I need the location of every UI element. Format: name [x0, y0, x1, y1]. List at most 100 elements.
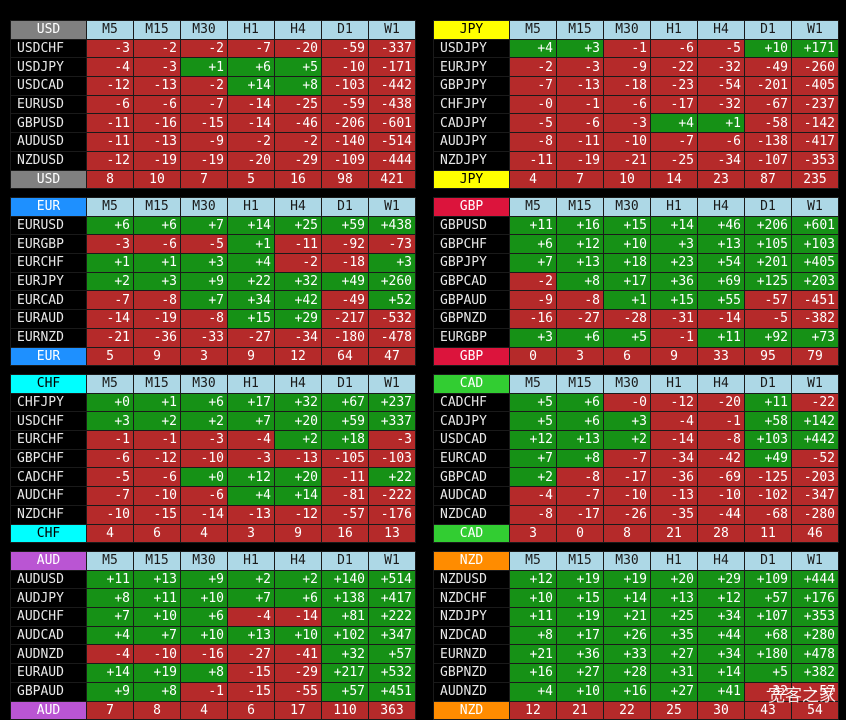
strength-cell: -12: [650, 392, 698, 413]
strength-cell: -6: [133, 234, 181, 255]
pair-label: EURUSD: [10, 94, 87, 115]
strength-cell: -6: [180, 486, 228, 506]
strength-cell: -11: [509, 150, 557, 171]
strength-cell: -10: [603, 132, 651, 152]
total-cell: 8: [603, 523, 651, 544]
strength-cell: +12: [509, 569, 557, 590]
strength-cell: -6: [133, 467, 181, 488]
strength-cell: +3: [86, 411, 134, 432]
strength-cell: -57: [321, 504, 369, 525]
strength-cell: -107: [744, 150, 792, 171]
panel-usd: USD M5 M15 M30 H1 H4 D1 W1 USDCHF -3 -2 -2 -7 -20 -59-…: [10, 20, 416, 190]
column-header: M15: [133, 197, 181, 217]
strength-cell: -73: [368, 234, 416, 255]
strength-cell: -11: [556, 132, 604, 152]
strength-cell: -10: [321, 57, 369, 78]
pair-label: GBPUSD: [433, 215, 510, 236]
strength-cell: +12: [509, 430, 557, 450]
strength-cell: +109: [744, 569, 792, 590]
strength-cell: -22: [791, 392, 839, 413]
total-cell: 12: [274, 346, 322, 367]
header-row: EUR M5 M15 M30 H1 H4 D1 W1: [10, 197, 416, 217]
strength-cell: -13: [650, 486, 698, 506]
column-header: M5: [86, 551, 134, 571]
strength-cell: +34: [697, 644, 745, 665]
strength-cell: -10: [180, 448, 228, 469]
table-row: EURAUD -14 -19 -8 +15 +29 -217 -532: [10, 309, 416, 329]
strength-cell: +8: [86, 588, 134, 609]
strength-cell: -9: [509, 290, 557, 311]
pair-label: CHFJPY: [10, 392, 87, 413]
strength-cell: -7: [603, 448, 651, 469]
strength-cell: +59: [321, 215, 369, 236]
strength-cell: -32: [697, 57, 745, 78]
pair-label: EURCAD: [433, 448, 510, 469]
strength-cell: -3: [227, 448, 275, 469]
table-row: NZDCHF +10 +15 +14 +13 +12 +57 +176: [433, 588, 839, 609]
column-header: M15: [133, 20, 181, 40]
strength-cell: +10: [133, 607, 181, 627]
currency-label: CHF: [10, 374, 87, 394]
strength-cell: +22: [368, 467, 416, 488]
total-cell: 16: [274, 169, 322, 190]
table-row: CHFJPY -0 -1 -6 -17 -32 -67 -237: [433, 94, 839, 115]
total-cell: 235: [791, 169, 839, 190]
column-header: D1: [744, 197, 792, 217]
strength-cell: -4: [509, 486, 557, 506]
pair-label: AUDUSD: [10, 132, 87, 152]
strength-cell: +31: [650, 663, 698, 683]
pair-label: EURNZD: [433, 644, 510, 665]
strength-cell: -44: [697, 504, 745, 525]
pair-label: EURAUD: [10, 309, 87, 329]
column-header: H1: [650, 551, 698, 571]
strength-cell: -7: [180, 94, 228, 115]
strength-cell: -171: [368, 57, 416, 78]
strength-cell: +19: [556, 607, 604, 627]
strength-cell: +19: [603, 569, 651, 590]
total-cell: 10: [603, 169, 651, 190]
pair-label: USDCAD: [433, 430, 510, 450]
total-cell: 14: [650, 169, 698, 190]
strength-cell: -6: [650, 38, 698, 59]
strength-cell: -8: [180, 309, 228, 329]
currency-label: JPY: [433, 20, 510, 40]
strength-cell: -14: [697, 309, 745, 329]
column-header: D1: [321, 20, 369, 40]
strength-cell: +32: [321, 644, 369, 665]
total-cell: 7: [86, 700, 134, 720]
strength-cell: +57: [368, 644, 416, 665]
table-row: AUDNZD -4 -10 -16 -27 -41 +32 +57: [10, 644, 416, 665]
strength-cell: +14: [650, 215, 698, 236]
watermark: 宽客之家: [768, 686, 836, 706]
strength-cell: -11: [274, 234, 322, 255]
total-cell: 6: [227, 700, 275, 720]
pair-label: GBPCHF: [10, 448, 87, 469]
strength-cell: +3: [509, 327, 557, 348]
strength-cell: -14: [180, 504, 228, 525]
total-cell: 21: [650, 523, 698, 544]
strength-cell: +49: [321, 271, 369, 292]
strength-cell: +8: [556, 271, 604, 292]
total-cell: 33: [697, 346, 745, 367]
strength-cell: -2: [509, 57, 557, 78]
strength-cell: +20: [650, 569, 698, 590]
strength-cell: -280: [791, 504, 839, 525]
column-header: M5: [509, 20, 557, 40]
total-cell: 421: [368, 169, 416, 190]
strength-cell: +7: [86, 607, 134, 627]
total-cell: 9: [274, 523, 322, 544]
strength-cell: -217: [321, 309, 369, 329]
pair-label: EURJPY: [433, 57, 510, 78]
strength-cell: +20: [274, 411, 322, 432]
strength-cell: -17: [556, 504, 604, 525]
strength-cell: -8: [509, 504, 557, 525]
table-row: NZDCAD +8 +17 +26 +35 +44 +68 +280: [433, 625, 839, 646]
strength-cell: +67: [321, 392, 369, 413]
pair-label: AUDUSD: [10, 569, 87, 590]
strength-cell: +26: [603, 625, 651, 646]
strength-cell: +2: [133, 411, 181, 432]
strength-cell: +6: [180, 392, 228, 413]
strength-table: EUR M5 M15 M30 H1 H4 D1 W1 EURUSD +6 +6 +7 +14 +25 +59…: [10, 197, 416, 367]
header-row: GBP M5 M15 M30 H1 H4 D1 W1: [433, 197, 839, 217]
strength-cell: -41: [274, 644, 322, 665]
